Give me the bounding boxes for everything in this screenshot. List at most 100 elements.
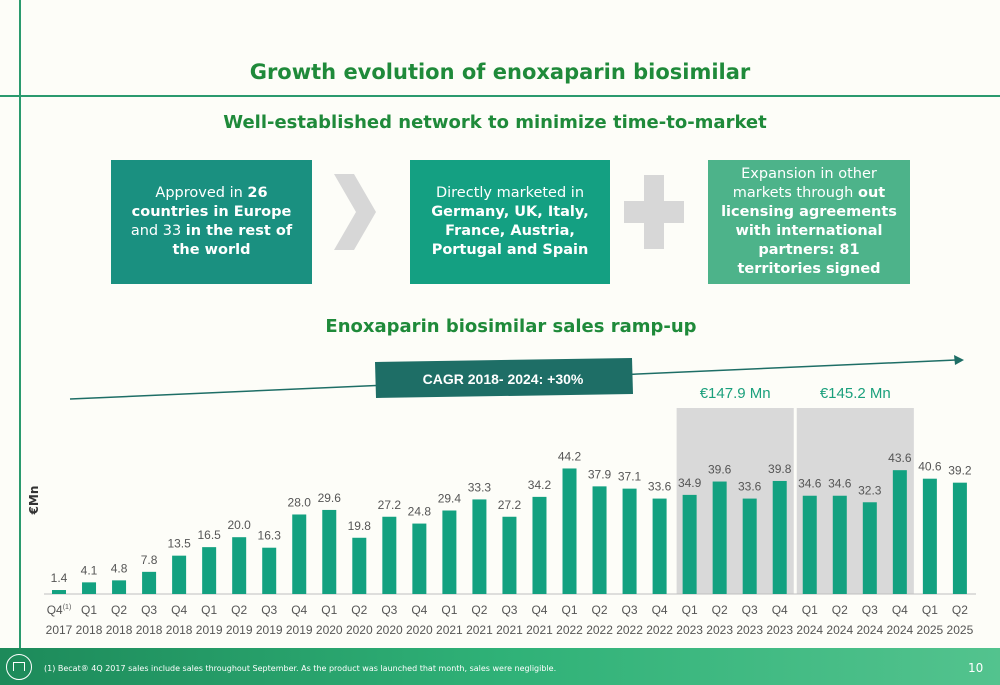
bar [892,470,907,594]
x-tick-year: 2018 [106,623,133,637]
data-label: 29.4 [438,492,462,506]
x-tick-year: 2022 [586,623,613,637]
x-tick-quarter: Q1 [922,603,938,617]
x-tick-quarter: Q1 [81,603,97,617]
bar [292,514,307,594]
x-tick-year: 2023 [736,623,763,637]
x-tick-year: 2025 [947,623,974,637]
x-tick-year: 2020 [406,623,433,637]
chart-section-title: Enoxaparin biosimilar sales ramp-up [325,316,697,337]
footnote: (1) Becat® 4Q 2017 sales include sales t… [44,664,557,673]
bar [322,509,337,594]
header-divider [0,95,1000,97]
data-label: 39.8 [768,462,792,476]
licensing-box-text: Expansion in other markets through out l… [721,166,897,277]
plus-icon [624,175,684,249]
cagr-label: CAGR 2018- 2024: +30% [423,371,584,387]
x-tick-quarter: Q2 [351,603,367,617]
approval-box: Approved in 26 countries in Europe and 3… [111,160,312,284]
data-label: 4.1 [81,563,98,577]
bar [82,582,97,594]
bar [52,590,66,594]
x-tick-year: 2019 [196,623,223,637]
chevron-right-icon [334,174,376,250]
x-tick-quarter: Q3 [261,603,277,617]
x-tick-quarter: Q2 [712,603,728,617]
x-tick-quarter: Q4 [652,603,668,617]
data-label: 27.2 [498,498,522,512]
data-label: 33.6 [738,480,762,494]
x-tick-year: 2020 [316,623,343,637]
x-tick-year: 2019 [226,623,253,637]
x-tick-quarter: Q3 [501,603,517,617]
x-tick-year: 2021 [436,623,463,637]
footer-bar: (1) Becat® 4Q 2017 sales include sales t… [0,648,1000,685]
data-label: 1.4 [51,571,68,585]
x-tick-quarter: Q2 [832,603,848,617]
x-tick-year: 2021 [526,623,553,637]
data-label: 7.8 [141,553,158,567]
bar [502,516,517,594]
x-tick-quarter: Q4 [531,603,547,617]
x-tick-quarter: Q2 [592,603,608,617]
data-label: 40.6 [918,460,942,474]
x-tick-quarter: Q3 [862,603,878,617]
bar [172,555,187,594]
bar [532,496,547,594]
data-label: 34.6 [828,477,852,491]
bar [862,502,877,594]
data-label: 4.8 [111,561,128,575]
x-tick-quarter: Q4 [892,603,908,617]
x-tick-year: 2020 [346,623,373,637]
bar [742,498,757,594]
x-tick-quarter: Q4 [171,603,187,617]
data-label: 33.3 [468,480,492,494]
x-tick-year: 2018 [166,623,193,637]
x-tick-quarter: Q4 [411,603,427,617]
bar [442,510,457,594]
page-number: 10 [968,661,984,675]
x-tick-quarter: Q3 [381,603,397,617]
x-tick-quarter: Q2 [471,603,487,617]
data-label: 13.5 [167,537,191,551]
x-tick-year: 2024 [796,623,823,637]
x-tick-quarter: Q1 [201,603,217,617]
bar [622,488,637,594]
x-tick-quarter: Q3 [141,603,157,617]
x-tick-quarter: Q3 [622,603,638,617]
bar [412,523,427,594]
bar [472,499,487,594]
bar [112,580,127,594]
x-tick-year: 2024 [886,623,913,637]
licensing-box: Expansion in other markets through out l… [708,160,910,284]
cagr-box: CAGR 2018- 2024: +30% [375,358,633,398]
x-tick-year: 2021 [466,623,493,637]
bar [772,480,787,594]
data-label: 16.3 [258,529,282,543]
company-logo [6,654,32,680]
y-axis-label: €Mn [27,486,41,516]
data-label: 37.9 [588,467,612,481]
bar [232,537,247,594]
bar [682,494,697,594]
data-label: 28.0 [288,495,312,509]
x-tick-year: 2019 [256,623,283,637]
x-tick-quarter: Q4(1) [47,603,72,617]
x-tick-year: 2020 [376,623,403,637]
bar [832,495,847,594]
x-tick-quarter: Q1 [682,603,698,617]
x-tick-quarter: Q4 [291,603,307,617]
x-tick-year: 2023 [676,623,703,637]
x-tick-year: 2023 [766,623,793,637]
data-label: 43.6 [888,451,912,465]
approval-box-text: Approved in 26 countries in Europe and 3… [130,185,293,258]
bar [352,537,367,594]
data-label: 34.9 [678,476,702,490]
bar [262,547,277,594]
x-tick-year: 2018 [76,623,103,637]
data-label: 29.6 [318,491,342,505]
x-tick-quarter: Q3 [742,603,758,617]
annotation-label: €145.2 Mn [820,385,891,402]
bar [952,482,967,594]
data-label: 34.2 [528,478,552,492]
